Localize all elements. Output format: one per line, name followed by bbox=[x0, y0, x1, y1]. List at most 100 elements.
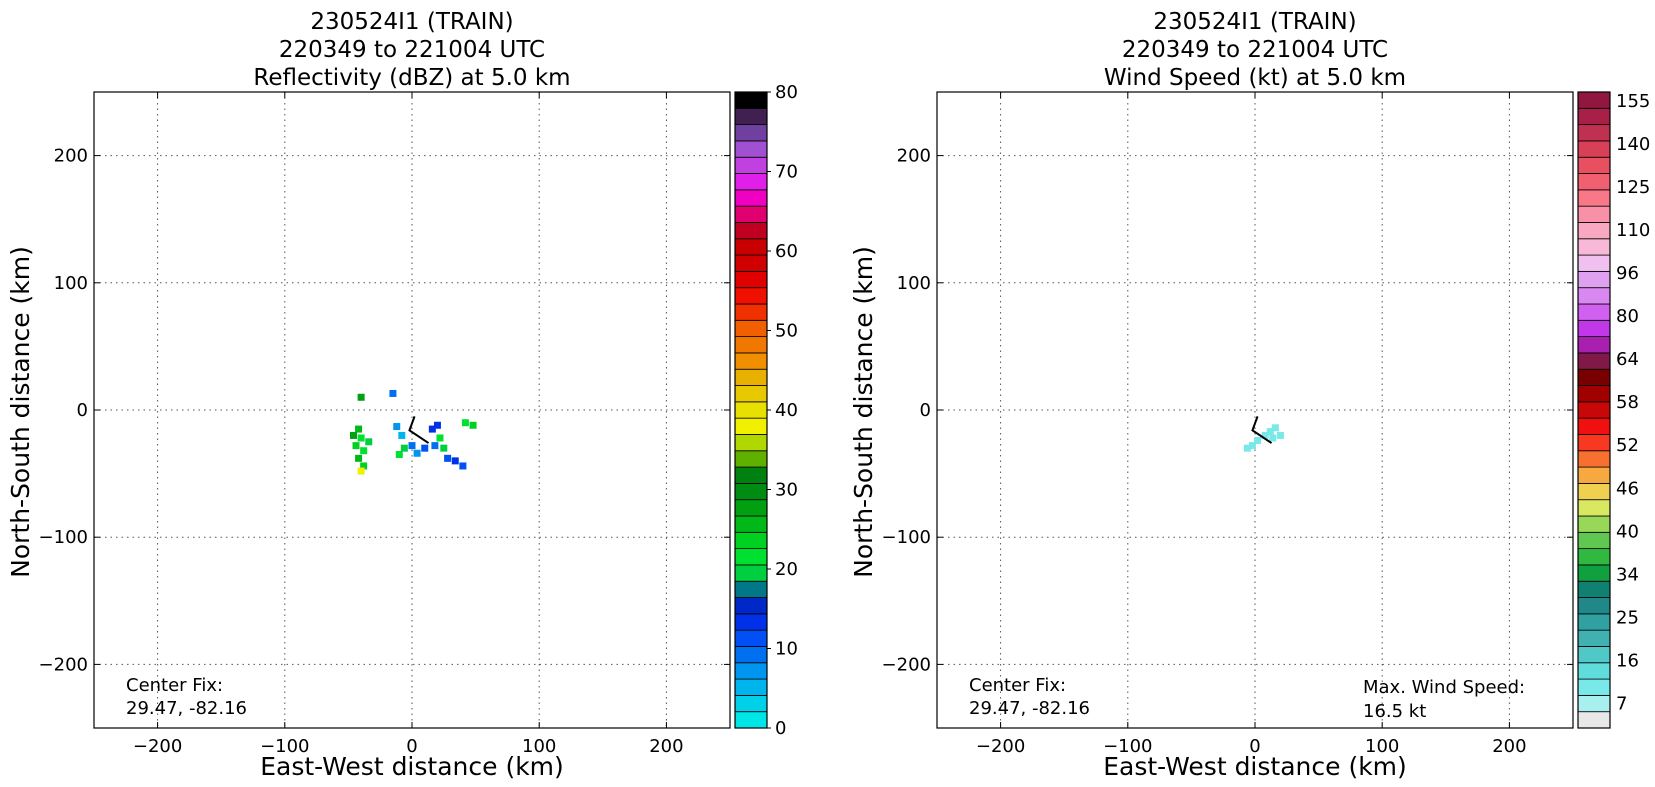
reflectivity-cell bbox=[389, 389, 397, 397]
colorbar-segment bbox=[734, 515, 768, 533]
plot-frame bbox=[93, 91, 731, 729]
colorbar-segment bbox=[1577, 336, 1611, 354]
colorbar-segment bbox=[734, 107, 768, 126]
right-title-line-2: 220349 to 221004 UTC bbox=[1122, 37, 1388, 63]
colorbar-segment bbox=[1577, 711, 1611, 729]
wind-speed-cell bbox=[1276, 431, 1284, 439]
x-tick-label: 100 bbox=[1365, 736, 1399, 757]
right-center-fix-label: Center Fix: bbox=[969, 675, 1066, 696]
colorbar-segment bbox=[734, 531, 768, 550]
colorbar-segment bbox=[1577, 548, 1611, 566]
colorbar-tick-label: 25 bbox=[1616, 607, 1639, 628]
y-tick-label: 100 bbox=[54, 273, 88, 294]
reflectivity-cell bbox=[428, 425, 436, 433]
left-y-axis-label: North-South distance (km) bbox=[6, 246, 35, 578]
colorbar-segment bbox=[734, 597, 768, 615]
colorbar-segment bbox=[1577, 303, 1611, 321]
x-tick-label: −200 bbox=[976, 736, 1025, 757]
colorbar-segment bbox=[1577, 173, 1611, 191]
colorbar-segment bbox=[734, 91, 768, 109]
colorbar-segment bbox=[734, 205, 768, 223]
colorbar-segment bbox=[1577, 597, 1611, 615]
colorbar-tick-label: 30 bbox=[775, 480, 798, 501]
x-tick-label: −200 bbox=[133, 736, 182, 757]
colorbar-segment bbox=[734, 662, 768, 680]
colorbar-segment bbox=[734, 140, 768, 158]
x-tick-label: 0 bbox=[406, 736, 417, 757]
colorbar-segment bbox=[1577, 499, 1611, 517]
colorbar-tick-label: 140 bbox=[1616, 134, 1650, 155]
colorbar-segment bbox=[734, 482, 768, 501]
colorbar-segment bbox=[1577, 91, 1611, 109]
reflectivity-cell bbox=[431, 442, 439, 450]
colorbar-tick-label: 96 bbox=[1616, 263, 1639, 284]
x-tick-label: 0 bbox=[1249, 736, 1260, 757]
reflectivity-panel: 230524I1 (TRAIN) 220349 to 221004 UTC Re… bbox=[6, 9, 798, 781]
reflectivity-cell bbox=[421, 444, 429, 452]
x-tick-label: 200 bbox=[1492, 736, 1526, 757]
y-tick-label: −100 bbox=[882, 527, 931, 548]
left-center-fix-label: Center Fix: bbox=[126, 675, 223, 696]
storm-track-line bbox=[1251, 416, 1273, 444]
colorbar-segment bbox=[1577, 107, 1611, 126]
colorbar-segment bbox=[1577, 434, 1611, 452]
y-tick-label: 0 bbox=[920, 400, 931, 421]
wind-speed-cell bbox=[1266, 428, 1274, 436]
right-colorbar: 7 16 25 34 40 46 52 58 64 80 96 110 125 140 155 bbox=[1577, 91, 1650, 729]
wind-speed-cell bbox=[1269, 434, 1277, 442]
colorbar-segment bbox=[1577, 140, 1611, 158]
colorbar-segment bbox=[734, 646, 768, 664]
colorbar-segment bbox=[1577, 466, 1611, 484]
colorbar-segment bbox=[1577, 352, 1611, 370]
colorbar-segment bbox=[1577, 531, 1611, 550]
reflectivity-cell bbox=[393, 423, 401, 431]
colorbar-tick-label: 80 bbox=[775, 82, 798, 103]
colorbar-segment bbox=[734, 336, 768, 354]
colorbar-segment bbox=[1577, 629, 1611, 647]
colorbar-tick-label: 40 bbox=[775, 400, 798, 421]
left-title-line-3: Reflectivity (dBZ) at 5.0 km bbox=[253, 65, 570, 91]
wind-speed-panel: 230524I1 (TRAIN) 220349 to 221004 UTC Wi… bbox=[849, 9, 1650, 781]
y-tick-label: −100 bbox=[39, 527, 88, 548]
colorbar-segment bbox=[734, 450, 768, 468]
right-y-axis-label: North-South distance (km) bbox=[849, 246, 878, 578]
reflectivity-cell bbox=[440, 444, 448, 452]
colorbar-segment bbox=[1577, 662, 1611, 680]
x-tick-label: −100 bbox=[1103, 736, 1152, 757]
reflectivity-cell bbox=[400, 444, 408, 452]
colorbar-segment bbox=[1577, 205, 1611, 223]
reflectivity-cell bbox=[349, 431, 357, 439]
colorbar-segment bbox=[1577, 515, 1611, 533]
colorbar-segment bbox=[734, 368, 768, 386]
colorbar-segment bbox=[734, 222, 768, 240]
colorbar-segment bbox=[734, 613, 768, 631]
colorbar-segment bbox=[1577, 287, 1611, 305]
colorbar-segment bbox=[734, 417, 768, 435]
colorbar-segment bbox=[1577, 319, 1611, 338]
colorbar-segment bbox=[734, 173, 768, 191]
reflectivity-cell bbox=[436, 434, 444, 442]
wind-speed-cell bbox=[1261, 431, 1269, 439]
colorbar-segment bbox=[734, 254, 768, 272]
colorbar-segment bbox=[734, 319, 768, 338]
colorbar-segment bbox=[1577, 580, 1611, 598]
reflectivity-cell bbox=[413, 449, 421, 457]
right-center-fix-coords: 29.47, -82.16 bbox=[969, 698, 1090, 719]
y-tick-label: 200 bbox=[897, 146, 931, 167]
colorbar-segment bbox=[734, 678, 768, 696]
colorbar-segment bbox=[734, 238, 768, 256]
colorbar-segment bbox=[734, 434, 768, 452]
colorbar-tick-label: 110 bbox=[1616, 220, 1650, 241]
colorbar-segment bbox=[734, 189, 768, 207]
colorbar-tick-label: 10 bbox=[775, 639, 798, 660]
reflectivity-cell bbox=[365, 438, 373, 446]
reflectivity-cell bbox=[357, 434, 365, 442]
wind-speed-cell bbox=[1248, 442, 1256, 450]
reflectivity-cell bbox=[469, 421, 477, 429]
storm-track-line bbox=[408, 416, 430, 444]
colorbar-tick-label: 20 bbox=[775, 559, 798, 580]
colorbar-segment bbox=[734, 287, 768, 305]
colorbar-segment bbox=[734, 548, 768, 566]
colorbar-segment bbox=[734, 694, 768, 713]
